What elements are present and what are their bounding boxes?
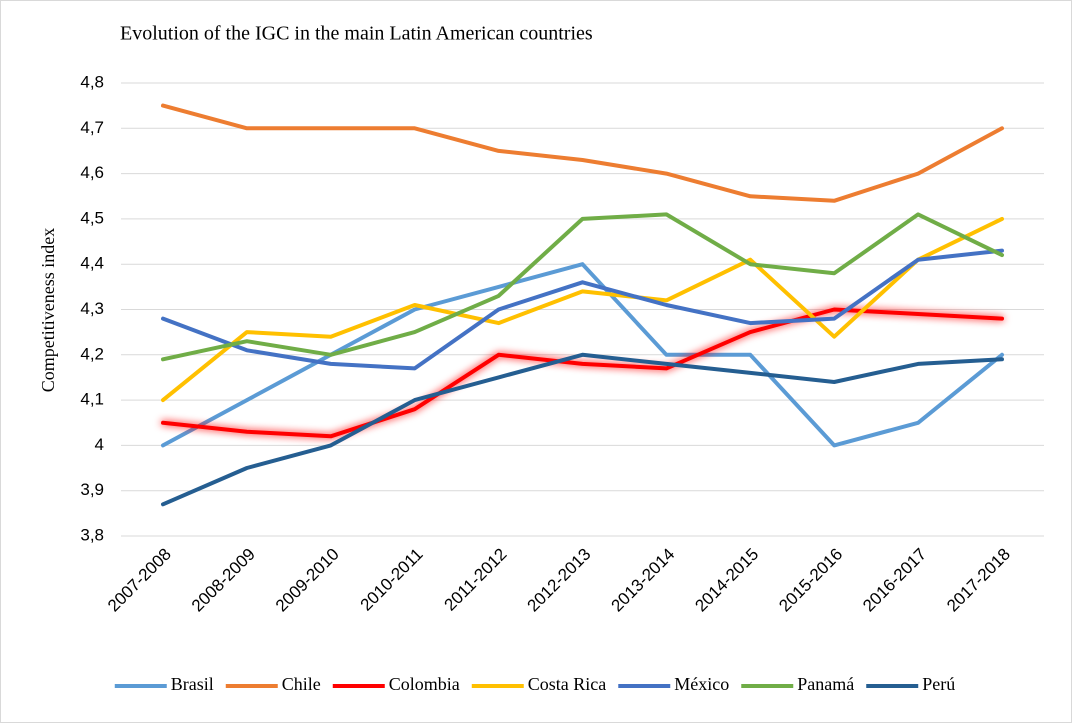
y-tick-label: 4,5 — [80, 208, 104, 227]
series-line — [161, 248, 1004, 371]
y-tick-label: 3,8 — [80, 525, 104, 544]
y-tick-label: 4,6 — [80, 163, 104, 182]
legend-label: Brasil — [171, 674, 214, 694]
y-tick-label: 3,9 — [80, 480, 104, 499]
series-line — [161, 212, 1004, 362]
chart-title: Evolution of the IGC in the main Latin A… — [120, 23, 593, 45]
legend-label: Panamá — [797, 674, 854, 694]
y-tick-label: 4 — [95, 435, 104, 454]
legend-label: Colombia — [389, 674, 460, 694]
legend-label: Perú — [922, 674, 955, 694]
legend-label: Chile — [282, 674, 321, 694]
y-tick-label: 4,3 — [80, 299, 104, 318]
series-line — [161, 103, 1004, 203]
y-tick-label: 4,4 — [80, 254, 104, 273]
legend-label: Costa Rica — [528, 674, 607, 694]
y-tick-label: 4,7 — [80, 118, 104, 137]
series-line — [161, 216, 1004, 403]
legend-label: México — [674, 674, 729, 694]
series-line — [161, 352, 1004, 507]
y-tick-label: 4,2 — [80, 344, 104, 363]
series-line — [161, 262, 1004, 448]
y-tick-label: 4,1 — [80, 390, 104, 409]
y-axis-label: Competitiveness index — [38, 228, 58, 392]
y-tick-label: 4,8 — [80, 72, 104, 91]
